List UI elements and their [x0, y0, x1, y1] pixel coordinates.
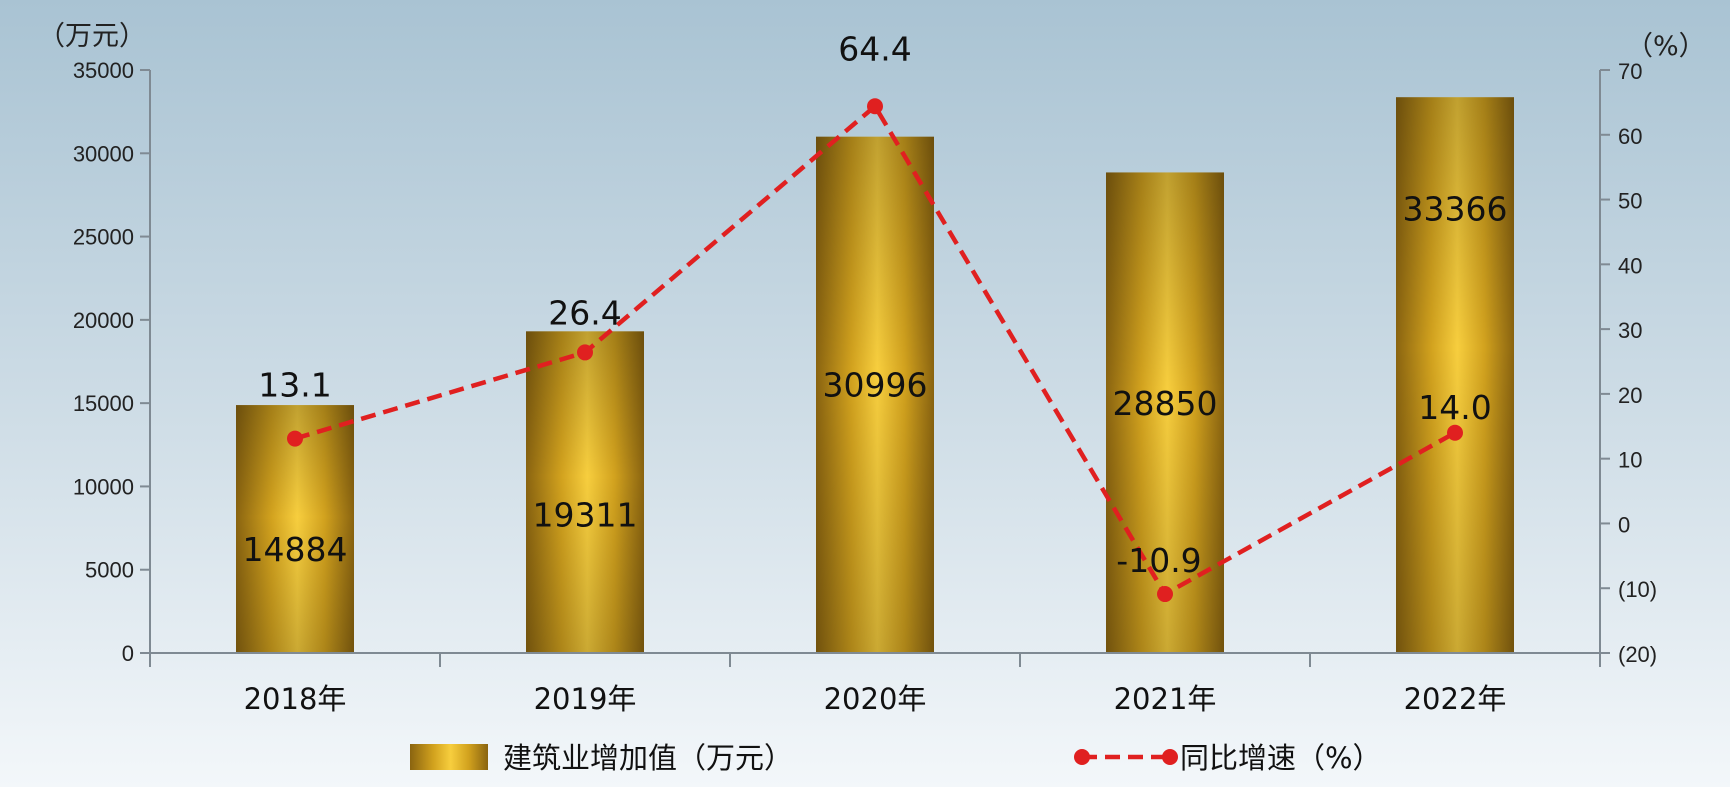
- y-right-tick-label: 10: [1618, 448, 1642, 473]
- line-value-label-3: -10.9: [1116, 541, 1201, 580]
- y-right-tick-label: 20: [1618, 383, 1642, 408]
- y-left-tick-label: 20000: [73, 308, 134, 333]
- y-right-tick-label: 40: [1618, 253, 1642, 278]
- legend-bar-label: 建筑业增加值（万元）: [503, 741, 793, 775]
- bar-shade-2: [816, 136, 934, 654]
- bar-value-label-1: 19311: [533, 496, 638, 535]
- y-left-tick-label: 10000: [73, 474, 134, 499]
- y-right-tick-label: 50: [1618, 189, 1642, 214]
- y-left-tick-label: 5000: [85, 558, 134, 583]
- x-tick-label: 2021年: [1114, 682, 1217, 716]
- y-right-tick-label: 70: [1618, 59, 1642, 84]
- growth-rate-point-2: [867, 98, 883, 115]
- y-left-tick-label: 25000: [73, 225, 134, 250]
- bar-value-label-0: 14884: [243, 530, 348, 569]
- bar-shade-1: [526, 331, 644, 653]
- y-right-tick-label: (10): [1618, 577, 1657, 602]
- line-value-label-2: 64.4: [838, 29, 911, 68]
- growth-rate-point-0: [287, 430, 303, 447]
- y-right-tick-label: (20): [1618, 642, 1657, 667]
- growth-rate-line: [294, 102, 1457, 598]
- growth-rate-point-3: [1157, 586, 1173, 603]
- growth-rate-point-1: [577, 344, 593, 361]
- x-tick-label: 2018年: [244, 682, 347, 716]
- y-left-tick-label: 15000: [73, 391, 134, 416]
- line-value-label-0: 13.1: [258, 366, 331, 405]
- bar-value-label-2: 30996: [823, 366, 928, 405]
- legend-line-marker-0: [1074, 749, 1090, 765]
- bar-value-label-4: 33366: [1403, 189, 1508, 228]
- x-tick-label: 2019年: [534, 682, 637, 716]
- x-tick-label: 2022年: [1404, 682, 1507, 716]
- legend-line-marker-1: [1162, 749, 1178, 765]
- bar-value-label-3: 28850: [1113, 384, 1218, 423]
- y-right-tick-label: 30: [1618, 318, 1642, 343]
- bar-shade-4: [1396, 97, 1514, 653]
- y-left-unit-label: （万元）: [38, 21, 146, 52]
- y-left-tick-label: 30000: [73, 141, 134, 166]
- y-left-tick-label: 35000: [73, 58, 134, 83]
- y-right-tick-label: 0: [1618, 512, 1630, 537]
- y-right-unit-label: （%）: [1626, 31, 1706, 62]
- line-value-label-4: 14.0: [1418, 388, 1491, 427]
- y-right-tick-label: 60: [1618, 124, 1642, 149]
- legend-bar-swatch: [410, 744, 488, 770]
- line-value-label-1: 26.4: [548, 293, 621, 332]
- growth-rate-point-4: [1447, 424, 1463, 441]
- x-tick-label: 2020年: [824, 682, 927, 716]
- y-left-tick-label: 0: [122, 641, 134, 666]
- legend-line-label: 同比增速（%）: [1180, 741, 1382, 775]
